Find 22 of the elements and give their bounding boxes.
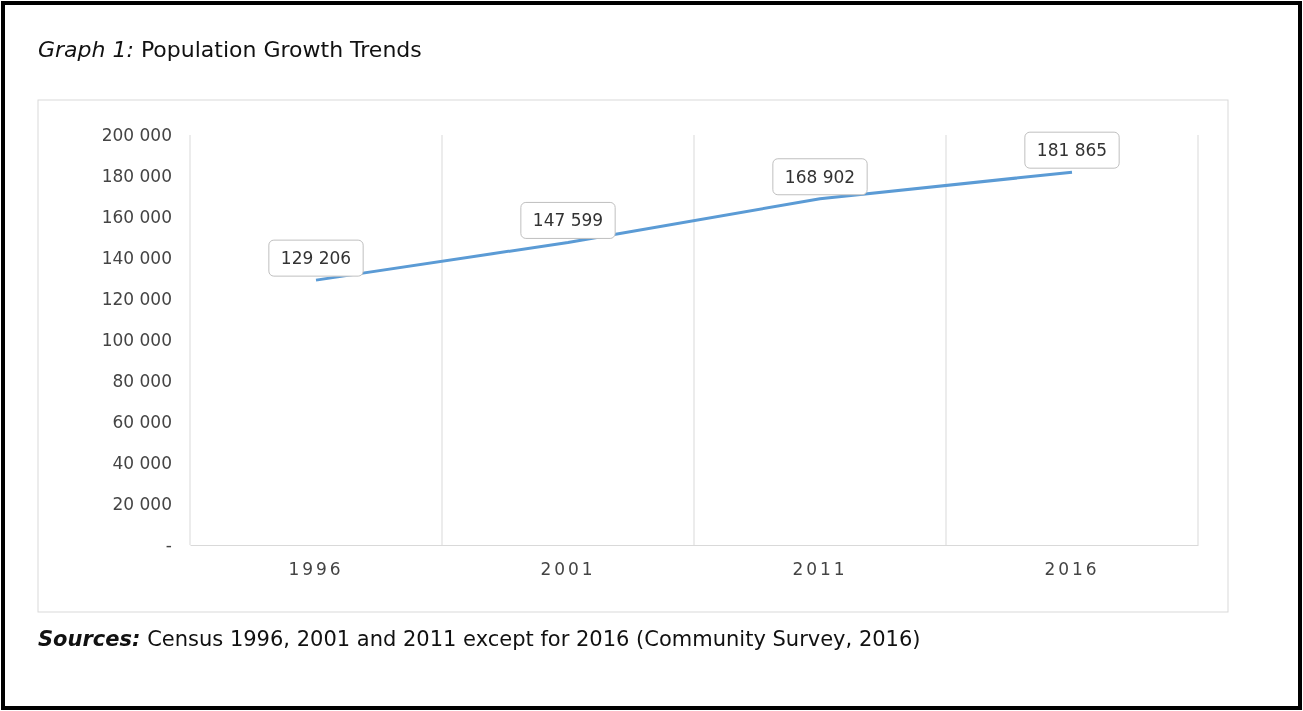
y-tick-label: 180 000 <box>101 165 172 186</box>
data-label: 168 902 <box>784 166 856 187</box>
y-tick-label: 60 000 <box>112 411 172 432</box>
x-tick-label: 1996 <box>288 559 344 580</box>
x-tick-label: 2016 <box>1044 559 1100 580</box>
y-tick-label: 100 000 <box>101 329 172 350</box>
y-tick-label: 160 000 <box>101 206 172 227</box>
y-tick-label: - <box>165 534 172 555</box>
y-tick-label: 200 000 <box>101 124 172 145</box>
y-tick-label: 120 000 <box>101 288 172 309</box>
y-tick-label: 80 000 <box>112 370 172 391</box>
data-label: 129 206 <box>280 248 352 269</box>
x-tick-label: 2001 <box>540 559 596 580</box>
y-tick-label: 20 000 <box>112 493 172 514</box>
data-label: 181 865 <box>1036 140 1108 161</box>
y-tick-label: 40 000 <box>112 452 172 473</box>
chart-title: Graph 1: Population Growth Trends <box>38 37 422 62</box>
source-note: Sources: Census 1996, 2001 and 2011 except for 2016 (Community Survey, 2016) <box>38 627 921 651</box>
line-series <box>314 170 1074 282</box>
y-tick-label: 140 000 <box>101 247 172 268</box>
data-label: 147 599 <box>532 210 604 231</box>
x-tick-label: 2011 <box>792 559 848 580</box>
